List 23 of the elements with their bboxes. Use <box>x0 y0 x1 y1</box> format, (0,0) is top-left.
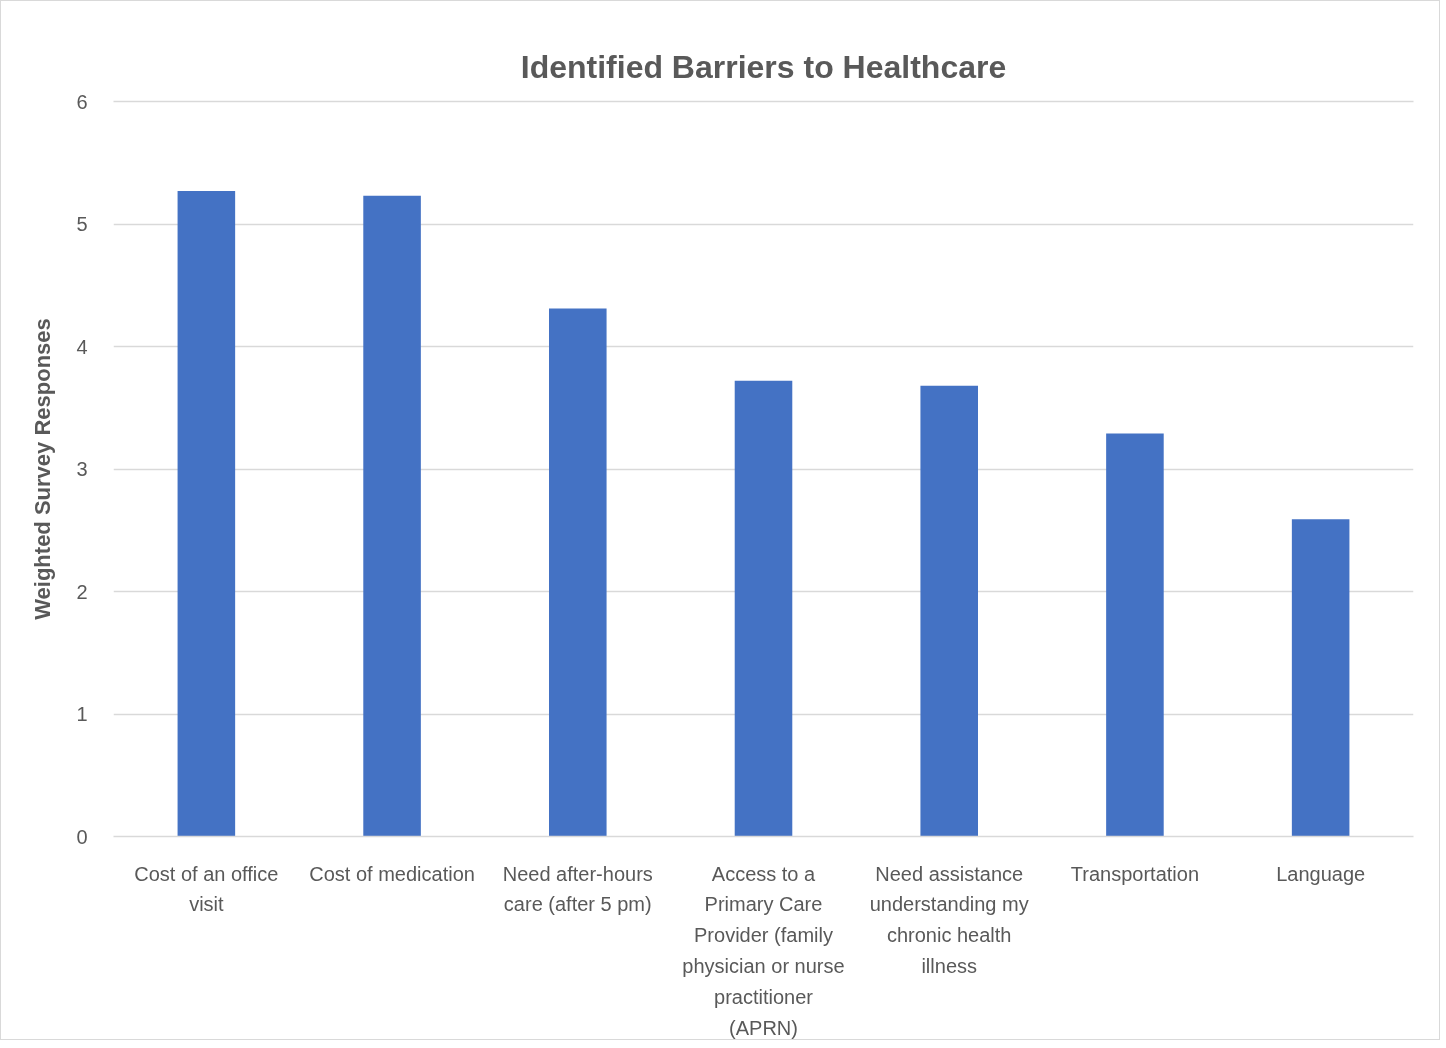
x-tick-label: Access to a Primary Care Provider (family physician or nurse practitioner (APRN) <box>682 862 845 1039</box>
bar <box>1106 433 1164 837</box>
y-tick-label: 6 <box>76 90 88 113</box>
bar <box>1291 519 1350 837</box>
chart-title: Identified Barriers to Healthcare <box>520 48 1007 85</box>
x-tick-label: Need assistance understanding my chronic health illness <box>869 862 1029 977</box>
y-tick-label: 3 <box>76 458 88 480</box>
y-tick-label: 5 <box>76 213 88 235</box>
x-tick-label: Cost of an office visit <box>134 862 279 916</box>
y-tick-label: 4 <box>76 335 88 358</box>
x-tick-label: Need after-hours care (after 5 pm) <box>502 862 653 916</box>
y-tick-label: 1 <box>76 703 88 725</box>
x-tick-label: Transportation <box>1070 862 1200 885</box>
y-tick-label: 2 <box>76 580 88 603</box>
bar <box>363 195 421 837</box>
bar <box>177 190 236 837</box>
x-tick-label: Language <box>1276 862 1366 885</box>
y-tick-label: 0 <box>76 825 88 848</box>
bar <box>549 308 607 837</box>
y-axis-title: Weighted Survey Responses <box>30 318 56 620</box>
bar <box>920 385 978 837</box>
x-tick-label: Cost of medication <box>309 862 475 885</box>
bar <box>734 380 793 837</box>
